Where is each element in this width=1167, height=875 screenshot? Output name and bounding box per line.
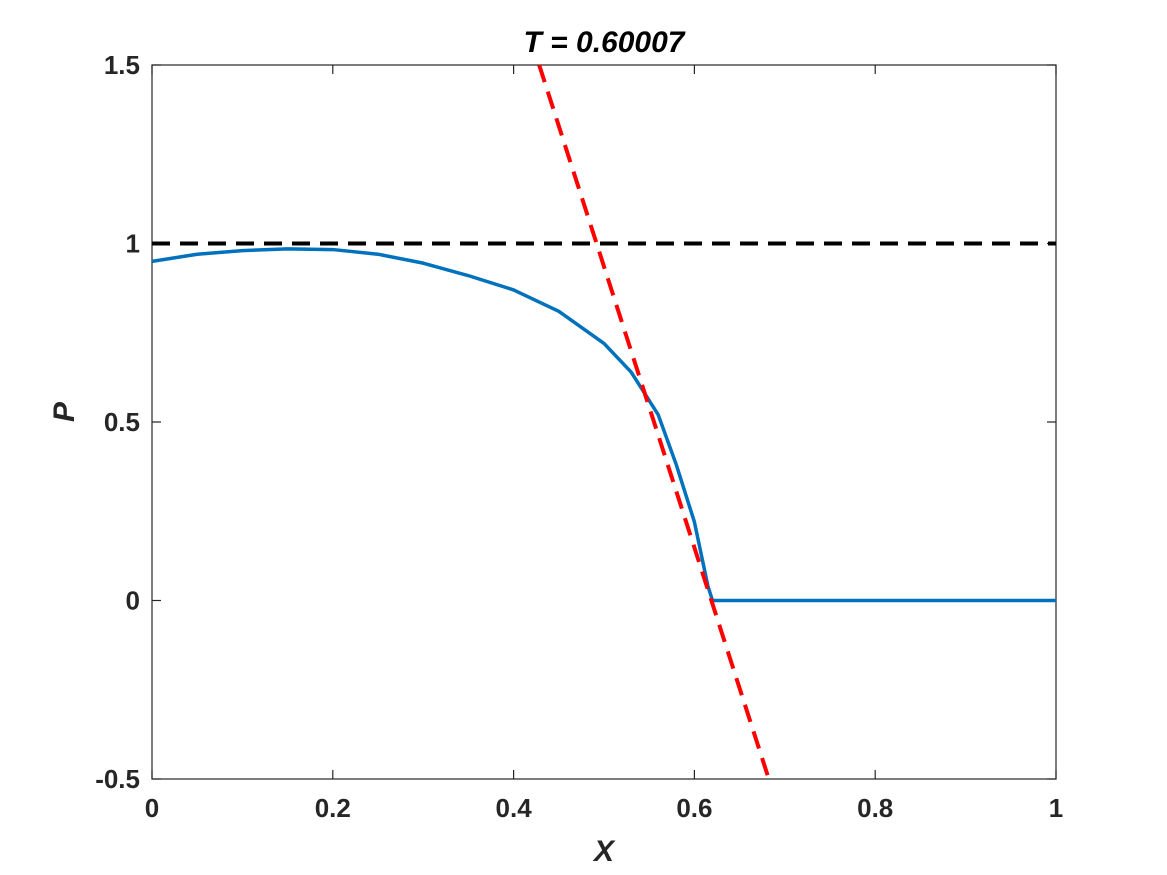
x-tick-label: 0.8 <box>857 793 893 823</box>
y-tick-label: 0.5 <box>104 407 140 437</box>
chart-title: T = 0.60007 <box>524 26 686 59</box>
y-tick-label: 0 <box>126 586 140 616</box>
x-axis-label: X <box>592 835 616 868</box>
x-tick-label: 0.6 <box>676 793 712 823</box>
tangent-line <box>537 65 771 779</box>
x-tick-label: 0.4 <box>496 793 533 823</box>
solution-curve <box>152 247 1056 603</box>
x-tick-label: 0.2 <box>315 793 351 823</box>
x-tick-label: 0 <box>145 793 159 823</box>
y-tick-label: -0.5 <box>95 764 140 794</box>
y-tick-label: 1 <box>126 229 140 259</box>
y-tick-label: 1.5 <box>104 50 140 80</box>
y-axis-label: P <box>48 401 81 422</box>
x-tick-label: 1 <box>1049 793 1063 823</box>
plot-area <box>151 64 1057 780</box>
